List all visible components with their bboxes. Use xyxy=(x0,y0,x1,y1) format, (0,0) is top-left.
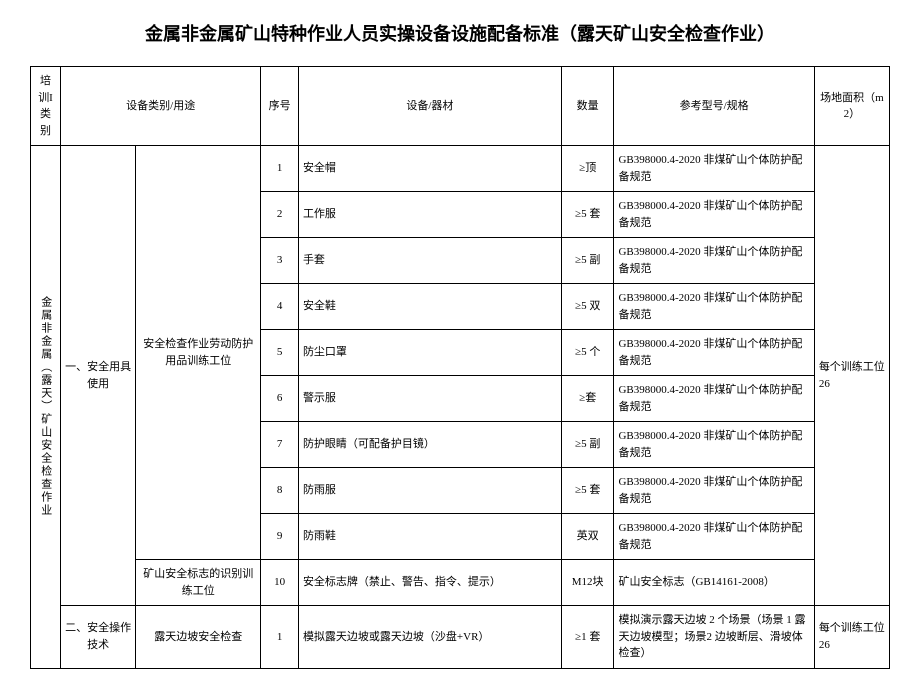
th-no: 序号 xyxy=(261,67,299,146)
cell-name: 安全帽 xyxy=(298,146,561,192)
cell-qty: 英双 xyxy=(561,514,614,560)
cell-sub1: 安全检查作业劳动防护用品训练工位 xyxy=(136,146,261,560)
cell-name: 防雨鞋 xyxy=(298,514,561,560)
cell-spec: 矿山安全标志（GB14161-2008） xyxy=(614,560,814,606)
cell-spec: GB398000.4-2020 非煤矿山个体防护配备规范 xyxy=(614,238,814,284)
standards-table: 培训I类别 设备类别/用途 序号 设备/器材 数量 参考型号/规格 场地面积（m… xyxy=(30,66,890,669)
cell-spec: GB398000.4-2020 非煤矿山个体防护配备规范 xyxy=(614,422,814,468)
cell-no: 1 xyxy=(261,606,299,669)
table-row: 金属非金属（露天）矿山安全检查作业 一、安全用具使用 安全检查作业劳动防护用品训… xyxy=(31,146,890,192)
cell-name: 防尘口罩 xyxy=(298,330,561,376)
cell-no: 1 xyxy=(261,146,299,192)
table-row: 二、安全操作技术 露天边坡安全检查 1 模拟露天边坡或露天边坡（沙盘+VR） ≥… xyxy=(31,606,890,669)
cell-name: 安全鞋 xyxy=(298,284,561,330)
cell-spec: GB398000.4-2020 非煤矿山个体防护配备规范 xyxy=(614,330,814,376)
cell-no: 3 xyxy=(261,238,299,284)
th-equipment: 设备/器材 xyxy=(298,67,561,146)
cell-qty: ≥5 套 xyxy=(561,468,614,514)
cell-group2: 二、安全操作技术 xyxy=(61,606,136,669)
th-qty: 数量 xyxy=(561,67,614,146)
cell-no: 7 xyxy=(261,422,299,468)
page-title: 金属非金属矿山特种作业人员实操设备设施配备标准（露天矿山安全检查作业） xyxy=(30,20,890,46)
th-usage: 设备类别/用途 xyxy=(61,67,261,146)
cell-no: 6 xyxy=(261,376,299,422)
cell-area1: 每个训练工位 26 xyxy=(814,146,889,606)
cell-group1: 一、安全用具使用 xyxy=(61,146,136,606)
cell-no: 5 xyxy=(261,330,299,376)
cell-spec: 模拟演示露天边坡 2 个场景（场景 1 露天边坡模型；场景2 边坡断层、滑坡体检… xyxy=(614,606,814,669)
cell-qty: M12块 xyxy=(561,560,614,606)
cell-qty: ≥5 副 xyxy=(561,422,614,468)
cell-name: 警示服 xyxy=(298,376,561,422)
cell-spec: GB398000.4-2020 非煤矿山个体防护配备规范 xyxy=(614,468,814,514)
th-area: 场地面积（m2） xyxy=(814,67,889,146)
cell-no: 9 xyxy=(261,514,299,560)
cell-name: 安全标志牌（禁止、警告、指令、提示） xyxy=(298,560,561,606)
cell-no: 10 xyxy=(261,560,299,606)
cell-sub2: 矿山安全标志的识别训练工位 xyxy=(136,560,261,606)
cell-spec: GB398000.4-2020 非煤矿山个体防护配备规范 xyxy=(614,514,814,560)
cell-name: 防护眼睛（可配备护目镜） xyxy=(298,422,561,468)
cell-spec: GB398000.4-2020 非煤矿山个体防护配备规范 xyxy=(614,146,814,192)
cell-qty: ≥5 套 xyxy=(561,192,614,238)
cell-qty: ≥1 套 xyxy=(561,606,614,669)
cell-qty: ≥套 xyxy=(561,376,614,422)
cell-category-main: 金属非金属（露天）矿山安全检查作业 xyxy=(31,146,61,669)
cell-name: 工作服 xyxy=(298,192,561,238)
cell-name: 手套 xyxy=(298,238,561,284)
th-category: 培训I类别 xyxy=(31,67,61,146)
cell-qty: ≥5 个 xyxy=(561,330,614,376)
cell-no: 8 xyxy=(261,468,299,514)
cell-sub3: 露天边坡安全检查 xyxy=(136,606,261,669)
cell-no: 4 xyxy=(261,284,299,330)
cell-qty: ≥顶 xyxy=(561,146,614,192)
cell-spec: GB398000.4-2020 非煤矿山个体防护配备规范 xyxy=(614,376,814,422)
cell-spec: GB398000.4-2020 非煤矿山个体防护配备规范 xyxy=(614,284,814,330)
cell-area2: 每个训练工位 26 xyxy=(814,606,889,669)
th-spec: 参考型号/规格 xyxy=(614,67,814,146)
table-row: 矿山安全标志的识别训练工位 10 安全标志牌（禁止、警告、指令、提示） M12块… xyxy=(31,560,890,606)
cell-no: 2 xyxy=(261,192,299,238)
cell-qty: ≥5 双 xyxy=(561,284,614,330)
cell-spec: GB398000.4-2020 非煤矿山个体防护配备规范 xyxy=(614,192,814,238)
cell-qty: ≥5 副 xyxy=(561,238,614,284)
table-header-row: 培训I类别 设备类别/用途 序号 设备/器材 数量 参考型号/规格 场地面积（m… xyxy=(31,67,890,146)
cell-name: 防雨服 xyxy=(298,468,561,514)
cell-name: 模拟露天边坡或露天边坡（沙盘+VR） xyxy=(298,606,561,669)
